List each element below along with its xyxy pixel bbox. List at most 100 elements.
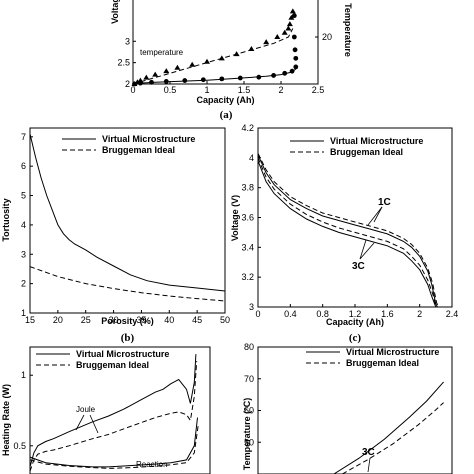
x-tick-label: 0.5 [164, 85, 177, 95]
y-tick-label: 3.2 [241, 272, 254, 282]
label-3c: 3C [352, 261, 365, 272]
x-tick-label: 0.8 [316, 309, 329, 319]
y-tick-label: 50 [244, 437, 254, 447]
y-axis-label: Temperature (°C) [242, 398, 252, 470]
bruggeman-ideal-line [29, 424, 199, 469]
x-tick-label: 1.2 [349, 309, 362, 319]
label-joule: Joule [76, 405, 96, 414]
panel-a: 0 0.5 1 1.5 2 2.5 2 2.5 3 20 Capacity (Ah) Voltage T… [110, 0, 353, 121]
y-tick-label: 1 [21, 308, 26, 318]
circle-marker [291, 13, 297, 19]
leader-line [359, 239, 367, 260]
x-tick-label: 0 [255, 309, 260, 319]
y-tick-label: 7 [21, 132, 26, 142]
virtual-microstructure-line [257, 154, 438, 308]
leader-line [367, 206, 383, 226]
x-axis-label: Porosity (%) [101, 316, 154, 326]
x-tick-label: 1 [204, 85, 209, 95]
y-tick-label: 6 [21, 161, 26, 171]
y-tick-label: 4 [249, 153, 254, 163]
x-tick-label: 40 [164, 315, 174, 325]
circle-marker [293, 55, 299, 61]
y2-axis-label: Temperature [343, 3, 353, 57]
leader-line [373, 206, 383, 223]
label-1c: 1C [378, 197, 391, 208]
circle-marker [293, 64, 299, 70]
triangle-marker [285, 25, 292, 31]
y-tick-label: 3 [249, 302, 254, 312]
y-axis-label: Tortuosity [1, 198, 11, 241]
y-tick-label: 2 [125, 79, 130, 89]
circle-marker [292, 47, 298, 53]
x-tick-label: 1.6 [381, 309, 394, 319]
x-tick-label: 45 [192, 315, 202, 325]
y-axis-label: Voltage (V) [230, 195, 240, 241]
x-tick-label: 2.4 [446, 309, 459, 319]
bruggeman-ideal-line [257, 157, 438, 308]
circle-marker [200, 77, 206, 83]
y-tick-label: 3 [125, 36, 130, 46]
y-tick-label: 3.8 [241, 183, 254, 193]
plot-frame [29, 346, 211, 474]
panel-caption: (c) [349, 332, 362, 344]
y-tick-label: 1 [21, 370, 26, 380]
solid-series-line [132, 68, 297, 85]
panel-caption: (b) [121, 332, 135, 344]
circle-marker [291, 34, 297, 40]
x-tick-label: 2 [417, 309, 422, 319]
x-tick-label: 25 [81, 315, 91, 325]
x-axis-label: Capacity (Ah) [326, 317, 384, 327]
y-tick-label: 3.6 [241, 213, 254, 223]
legend-label: Virtual Microstructure [330, 136, 423, 146]
leader-line [89, 414, 99, 434]
y-tick-label: 5 [21, 191, 26, 201]
virtual-microstructure-line [333, 381, 444, 474]
panel-c: 0 0.4 0.8 1.2 1.6 2 2.4 3 3.2 3.4 3.6 3.8 4 4.2 Capaci… [230, 123, 458, 344]
y-tick-label: 2 [21, 279, 26, 289]
bruggeman-ideal-line [29, 361, 198, 472]
triangle-marker [281, 29, 288, 35]
x-tick-label: 2 [278, 85, 283, 95]
annotation-temperature: temperature [140, 48, 184, 57]
x-tick-label: 30 [109, 315, 119, 325]
virtual-microstructure-line [29, 354, 197, 468]
legend-label: Bruggeman Ideal [76, 360, 149, 370]
x-tick-label: 15 [25, 315, 35, 325]
label-3c: 3C [362, 447, 375, 458]
legend-label: Bruggeman Ideal [330, 147, 403, 157]
triangle-marker [174, 64, 181, 70]
triangle-marker [152, 71, 159, 77]
triangle-marker [189, 61, 196, 67]
x-tick-label: 0 [130, 85, 135, 95]
legend-label: Virtual Microstructure [346, 347, 439, 357]
triangle-marker [289, 8, 296, 14]
y-axis-label: Voltage [110, 0, 120, 24]
triangle-marker [263, 39, 270, 45]
y-tick-label: 60 [244, 406, 254, 416]
x-tick-label: 20 [53, 315, 63, 325]
y-tick-label: 70 [244, 374, 254, 384]
leader-line [75, 414, 85, 431]
triangle-marker [288, 14, 295, 20]
virtual-microstructure-line [257, 160, 437, 308]
y-tick-label: 3 [21, 249, 26, 259]
label-reaction: Reaction [136, 460, 168, 469]
triangle-marker [286, 21, 293, 27]
triangle-marker [163, 68, 170, 74]
leader-line [359, 242, 375, 260]
x-tick-label: 1.5 [238, 85, 251, 95]
y-tick-label: 4 [21, 220, 26, 230]
x-tick-label: 50 [220, 315, 230, 325]
x-tick-label: 0.4 [284, 309, 297, 319]
bruggeman-ideal-line [29, 266, 226, 302]
dashed-series-line [132, 28, 294, 85]
triangle-marker [274, 34, 281, 39]
legend-label: Bruggeman Ideal [346, 358, 419, 368]
y-tick-label: 2.5 [117, 58, 130, 68]
y-axis-label: Heating Rate (W) [1, 384, 11, 456]
y2-tick-label: 20 [322, 32, 332, 42]
x-tick-label: 2.5 [312, 85, 325, 95]
